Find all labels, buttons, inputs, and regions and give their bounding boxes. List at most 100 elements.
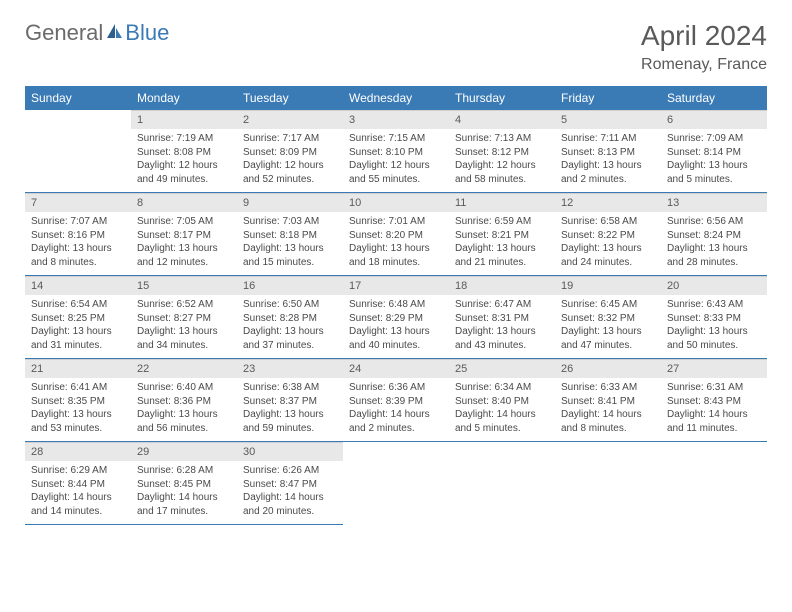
day-details: Sunrise: 6:31 AMSunset: 8:43 PMDaylight:… bbox=[661, 378, 767, 441]
weekday-header: Saturday bbox=[661, 86, 767, 110]
daylight-line: Daylight: 13 hours and 12 minutes. bbox=[137, 242, 231, 269]
sunrise-line: Sunrise: 6:43 AM bbox=[667, 298, 761, 312]
calendar-week-row: 7Sunrise: 7:07 AMSunset: 8:16 PMDaylight… bbox=[25, 193, 767, 276]
sunrise-line: Sunrise: 6:28 AM bbox=[137, 464, 231, 478]
calendar-day-cell: 9Sunrise: 7:03 AMSunset: 8:18 PMDaylight… bbox=[237, 193, 343, 276]
calendar-day-cell: 3Sunrise: 7:15 AMSunset: 8:10 PMDaylight… bbox=[343, 110, 449, 193]
sunrise-line: Sunrise: 6:41 AM bbox=[31, 381, 125, 395]
sunrise-line: Sunrise: 6:31 AM bbox=[667, 381, 761, 395]
day-number: 21 bbox=[25, 359, 131, 378]
sunset-line: Sunset: 8:08 PM bbox=[137, 146, 231, 160]
daylight-line: Daylight: 13 hours and 43 minutes. bbox=[455, 325, 549, 352]
day-number: 19 bbox=[555, 276, 661, 295]
sunset-line: Sunset: 8:25 PM bbox=[31, 312, 125, 326]
day-number: 9 bbox=[237, 193, 343, 212]
daylight-line: Daylight: 12 hours and 58 minutes. bbox=[455, 159, 549, 186]
day-number: 20 bbox=[661, 276, 767, 295]
daylight-line: Daylight: 13 hours and 5 minutes. bbox=[667, 159, 761, 186]
day-details: Sunrise: 6:59 AMSunset: 8:21 PMDaylight:… bbox=[449, 212, 555, 275]
day-number: 6 bbox=[661, 110, 767, 129]
calendar-table: SundayMondayTuesdayWednesdayThursdayFrid… bbox=[25, 86, 767, 525]
calendar-day-cell: 27Sunrise: 6:31 AMSunset: 8:43 PMDayligh… bbox=[661, 359, 767, 442]
daylight-line: Daylight: 13 hours and 2 minutes. bbox=[561, 159, 655, 186]
day-number: 5 bbox=[555, 110, 661, 129]
calendar-day-cell: 23Sunrise: 6:38 AMSunset: 8:37 PMDayligh… bbox=[237, 359, 343, 442]
logo-text-blue: Blue bbox=[125, 20, 169, 46]
day-details: Sunrise: 7:03 AMSunset: 8:18 PMDaylight:… bbox=[237, 212, 343, 275]
calendar-body: 1Sunrise: 7:19 AMSunset: 8:08 PMDaylight… bbox=[25, 110, 767, 525]
calendar-day-cell bbox=[555, 442, 661, 525]
daylight-line: Daylight: 13 hours and 18 minutes. bbox=[349, 242, 443, 269]
sunset-line: Sunset: 8:29 PM bbox=[349, 312, 443, 326]
sunset-line: Sunset: 8:37 PM bbox=[243, 395, 337, 409]
sunset-line: Sunset: 8:44 PM bbox=[31, 478, 125, 492]
calendar-day-cell: 20Sunrise: 6:43 AMSunset: 8:33 PMDayligh… bbox=[661, 276, 767, 359]
sunset-line: Sunset: 8:35 PM bbox=[31, 395, 125, 409]
day-details: Sunrise: 6:58 AMSunset: 8:22 PMDaylight:… bbox=[555, 212, 661, 275]
sunrise-line: Sunrise: 6:45 AM bbox=[561, 298, 655, 312]
day-details: Sunrise: 6:41 AMSunset: 8:35 PMDaylight:… bbox=[25, 378, 131, 441]
day-number: 25 bbox=[449, 359, 555, 378]
sunrise-line: Sunrise: 7:19 AM bbox=[137, 132, 231, 146]
sunset-line: Sunset: 8:39 PM bbox=[349, 395, 443, 409]
sunset-line: Sunset: 8:20 PM bbox=[349, 229, 443, 243]
day-number: 11 bbox=[449, 193, 555, 212]
sunrise-line: Sunrise: 7:03 AM bbox=[243, 215, 337, 229]
daylight-line: Daylight: 14 hours and 5 minutes. bbox=[455, 408, 549, 435]
day-details: Sunrise: 6:28 AMSunset: 8:45 PMDaylight:… bbox=[131, 461, 237, 524]
day-details: Sunrise: 7:19 AMSunset: 8:08 PMDaylight:… bbox=[131, 129, 237, 192]
sunset-line: Sunset: 8:13 PM bbox=[561, 146, 655, 160]
calendar-day-cell: 21Sunrise: 6:41 AMSunset: 8:35 PMDayligh… bbox=[25, 359, 131, 442]
day-number: 10 bbox=[343, 193, 449, 212]
daylight-line: Daylight: 14 hours and 11 minutes. bbox=[667, 408, 761, 435]
daylight-line: Daylight: 13 hours and 8 minutes. bbox=[31, 242, 125, 269]
calendar-day-cell: 19Sunrise: 6:45 AMSunset: 8:32 PMDayligh… bbox=[555, 276, 661, 359]
daylight-line: Daylight: 13 hours and 56 minutes. bbox=[137, 408, 231, 435]
sunset-line: Sunset: 8:43 PM bbox=[667, 395, 761, 409]
daylight-line: Daylight: 13 hours and 50 minutes. bbox=[667, 325, 761, 352]
calendar-day-cell: 24Sunrise: 6:36 AMSunset: 8:39 PMDayligh… bbox=[343, 359, 449, 442]
daylight-line: Daylight: 13 hours and 24 minutes. bbox=[561, 242, 655, 269]
day-number: 24 bbox=[343, 359, 449, 378]
calendar-day-cell: 29Sunrise: 6:28 AMSunset: 8:45 PMDayligh… bbox=[131, 442, 237, 525]
day-details: Sunrise: 6:36 AMSunset: 8:39 PMDaylight:… bbox=[343, 378, 449, 441]
sunrise-line: Sunrise: 6:38 AM bbox=[243, 381, 337, 395]
sunrise-line: Sunrise: 6:58 AM bbox=[561, 215, 655, 229]
calendar-day-cell: 2Sunrise: 7:17 AMSunset: 8:09 PMDaylight… bbox=[237, 110, 343, 193]
sunrise-line: Sunrise: 7:09 AM bbox=[667, 132, 761, 146]
sunset-line: Sunset: 8:45 PM bbox=[137, 478, 231, 492]
sunrise-line: Sunrise: 7:15 AM bbox=[349, 132, 443, 146]
calendar-day-cell: 26Sunrise: 6:33 AMSunset: 8:41 PMDayligh… bbox=[555, 359, 661, 442]
calendar-day-cell: 6Sunrise: 7:09 AMSunset: 8:14 PMDaylight… bbox=[661, 110, 767, 193]
day-details: Sunrise: 7:09 AMSunset: 8:14 PMDaylight:… bbox=[661, 129, 767, 192]
sunset-line: Sunset: 8:36 PM bbox=[137, 395, 231, 409]
calendar-week-row: 21Sunrise: 6:41 AMSunset: 8:35 PMDayligh… bbox=[25, 359, 767, 442]
day-details: Sunrise: 7:07 AMSunset: 8:16 PMDaylight:… bbox=[25, 212, 131, 275]
sunset-line: Sunset: 8:12 PM bbox=[455, 146, 549, 160]
logo: General Blue bbox=[25, 20, 169, 46]
daylight-line: Daylight: 13 hours and 15 minutes. bbox=[243, 242, 337, 269]
calendar-day-cell: 22Sunrise: 6:40 AMSunset: 8:36 PMDayligh… bbox=[131, 359, 237, 442]
calendar-day-cell: 25Sunrise: 6:34 AMSunset: 8:40 PMDayligh… bbox=[449, 359, 555, 442]
sunset-line: Sunset: 8:41 PM bbox=[561, 395, 655, 409]
day-number: 13 bbox=[661, 193, 767, 212]
daylight-line: Daylight: 13 hours and 40 minutes. bbox=[349, 325, 443, 352]
sunrise-line: Sunrise: 6:47 AM bbox=[455, 298, 549, 312]
day-number: 23 bbox=[237, 359, 343, 378]
day-details: Sunrise: 6:56 AMSunset: 8:24 PMDaylight:… bbox=[661, 212, 767, 275]
day-number: 3 bbox=[343, 110, 449, 129]
day-number: 18 bbox=[449, 276, 555, 295]
day-number: 26 bbox=[555, 359, 661, 378]
sunset-line: Sunset: 8:21 PM bbox=[455, 229, 549, 243]
sunset-line: Sunset: 8:32 PM bbox=[561, 312, 655, 326]
calendar-week-row: 28Sunrise: 6:29 AMSunset: 8:44 PMDayligh… bbox=[25, 442, 767, 525]
sunset-line: Sunset: 8:31 PM bbox=[455, 312, 549, 326]
day-details: Sunrise: 6:52 AMSunset: 8:27 PMDaylight:… bbox=[131, 295, 237, 358]
page-header: General Blue April 2024 Romenay, France bbox=[25, 20, 767, 74]
calendar-day-cell: 17Sunrise: 6:48 AMSunset: 8:29 PMDayligh… bbox=[343, 276, 449, 359]
day-details: Sunrise: 6:47 AMSunset: 8:31 PMDaylight:… bbox=[449, 295, 555, 358]
sunrise-line: Sunrise: 7:01 AM bbox=[349, 215, 443, 229]
sunrise-line: Sunrise: 6:29 AM bbox=[31, 464, 125, 478]
day-details: Sunrise: 6:34 AMSunset: 8:40 PMDaylight:… bbox=[449, 378, 555, 441]
calendar-week-row: 1Sunrise: 7:19 AMSunset: 8:08 PMDaylight… bbox=[25, 110, 767, 193]
